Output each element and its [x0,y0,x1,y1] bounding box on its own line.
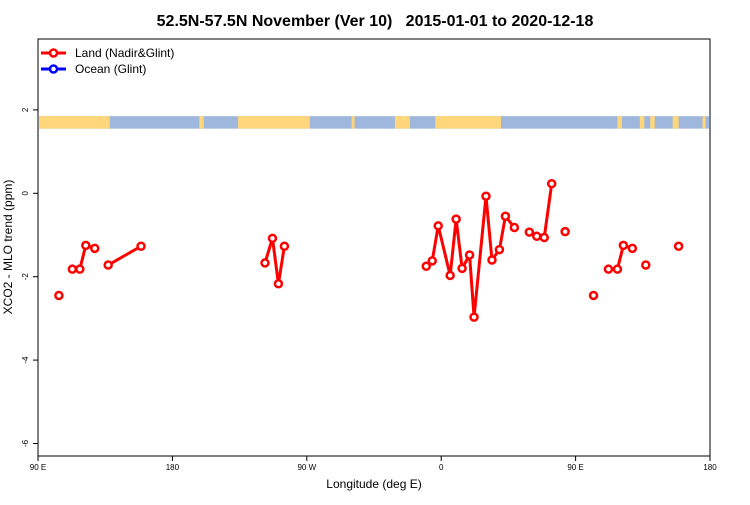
data-point [89,243,100,254]
land-segment [702,116,706,129]
series-line [107,244,142,267]
data-point [560,226,570,237]
data-point [421,261,432,272]
x-tick-label: 90 E [30,463,46,472]
land-segment [650,116,655,129]
data-point [588,290,599,301]
land-ocean-strip [39,116,709,129]
land-segment [435,116,501,129]
x-tick-label: 180 [166,463,180,472]
data-point [500,211,511,221]
data-point [67,264,78,274]
data-point [103,260,113,270]
data-point [603,264,614,274]
legend: Land (Nadir&Glint) Ocean (Glint) [41,46,174,76]
legend-label: Land (Nadir&Glint) [75,46,174,60]
data-point [546,178,557,189]
data-point [445,270,455,281]
y-tick-label: 0 [21,191,30,196]
land-segment [639,116,645,129]
land-segment [199,116,204,129]
y-tick-label: -4 [21,356,30,364]
data-point [532,231,542,241]
data-point [427,256,437,266]
data-point [618,240,629,251]
data-point [673,241,684,251]
legend-marker [48,48,59,58]
x-tick-label: 90 W [297,463,316,472]
data-point [75,264,85,274]
y-axis-label: XCO2 - MLO trend (ppm) [1,180,15,315]
data-point [641,260,651,270]
data-point [612,264,623,274]
x-tick-label: 90 E [567,463,583,472]
data-point [481,191,491,201]
land-segment [672,116,679,129]
ocean-band [39,116,709,129]
data-point [457,263,467,274]
data-point [487,255,497,265]
data-point [494,244,505,255]
data-point [81,240,91,251]
plot-frame [37,38,711,457]
data-point [279,241,290,251]
x-axis-label: Longitude (deg E) [326,477,421,491]
data-point [451,214,461,224]
data-point [54,290,64,301]
x-tick-label: 0 [439,463,444,472]
series-layer [54,178,684,322]
data-point [469,312,479,322]
data-point [524,227,535,237]
land-segment [351,116,355,129]
legend-label: Ocean (Glint) [75,62,146,76]
data-point [267,233,278,244]
land-segment [238,116,310,129]
y-tick-label: 2 [21,107,30,112]
series-line [263,236,286,286]
axis-layer: 90 E 180 90 W 0 90 E 180 -6 -4 -2 0 2 [21,107,717,472]
data-point [273,279,284,289]
land-segment [617,116,622,129]
x-tick-label: 180 [703,463,717,472]
data-point [539,232,549,243]
data-point [433,221,443,231]
data-point [136,241,146,251]
legend-marker [48,64,59,74]
y-tick-label: -6 [21,439,30,447]
chart-title: 52.5N-57.5N November (Ver 10) 2015-01-01… [157,13,594,30]
data-point [464,250,475,260]
y-tick-label: -2 [21,273,30,281]
land-segment [39,116,110,129]
data-point [260,258,270,268]
data-point [627,243,638,254]
data-point [509,222,520,233]
land-segment [394,116,410,129]
